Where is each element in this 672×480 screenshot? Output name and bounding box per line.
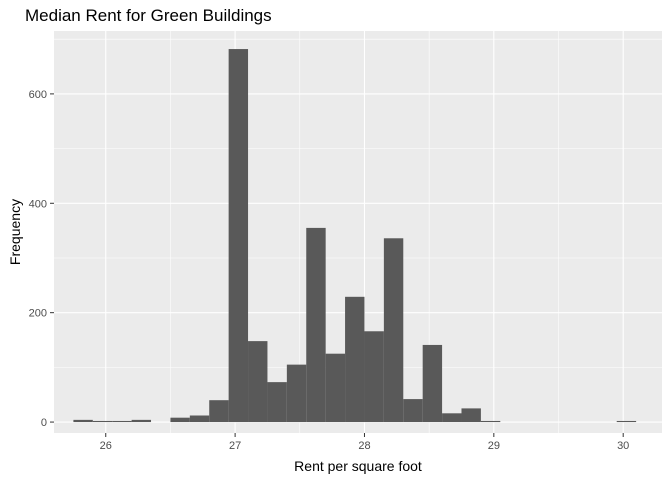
histogram-bar — [209, 400, 229, 423]
histogram-bar — [112, 420, 132, 423]
y-axis: 0 200 400 600 — [29, 89, 54, 429]
histogram-bar — [364, 331, 384, 423]
histogram-bar — [345, 296, 365, 423]
histogram-bar — [170, 417, 190, 423]
histogram-bar — [73, 419, 93, 423]
histogram-bar — [480, 420, 501, 423]
histogram-bar — [383, 238, 404, 423]
x-tick-label: 30 — [617, 440, 629, 452]
histogram-bar — [422, 344, 443, 423]
chart-title: Median Rent for Green Buildings — [25, 6, 272, 25]
x-tick-label: 27 — [229, 440, 241, 452]
x-tick-label: 28 — [358, 440, 370, 452]
y-tick-label: 600 — [29, 89, 47, 101]
histogram-bars — [73, 49, 637, 423]
minor-gridlines — [54, 31, 662, 433]
histogram-bar — [286, 364, 307, 423]
x-axis-title: Rent per square foot — [294, 458, 422, 474]
x-tick-label: 29 — [488, 440, 500, 452]
histogram-bar — [306, 227, 326, 423]
histogram-bar — [131, 419, 152, 423]
histogram-bar — [325, 353, 346, 423]
histogram-bar — [461, 408, 481, 423]
y-tick-label: 0 — [41, 417, 47, 429]
histogram-bar — [267, 382, 287, 423]
histogram-bar — [442, 413, 462, 423]
histogram-bar — [228, 49, 249, 423]
y-tick-label: 200 — [29, 308, 47, 320]
y-axis-title: Frequency — [7, 199, 23, 265]
x-axis: 26 27 28 29 30 — [100, 433, 629, 452]
histogram-bar — [403, 399, 423, 423]
histogram-bar — [248, 341, 268, 423]
histogram-bar — [189, 415, 210, 423]
histogram-bar — [92, 420, 113, 423]
histogram-bar — [616, 420, 637, 423]
x-tick-label: 26 — [100, 440, 112, 452]
y-tick-label: 400 — [29, 198, 47, 210]
